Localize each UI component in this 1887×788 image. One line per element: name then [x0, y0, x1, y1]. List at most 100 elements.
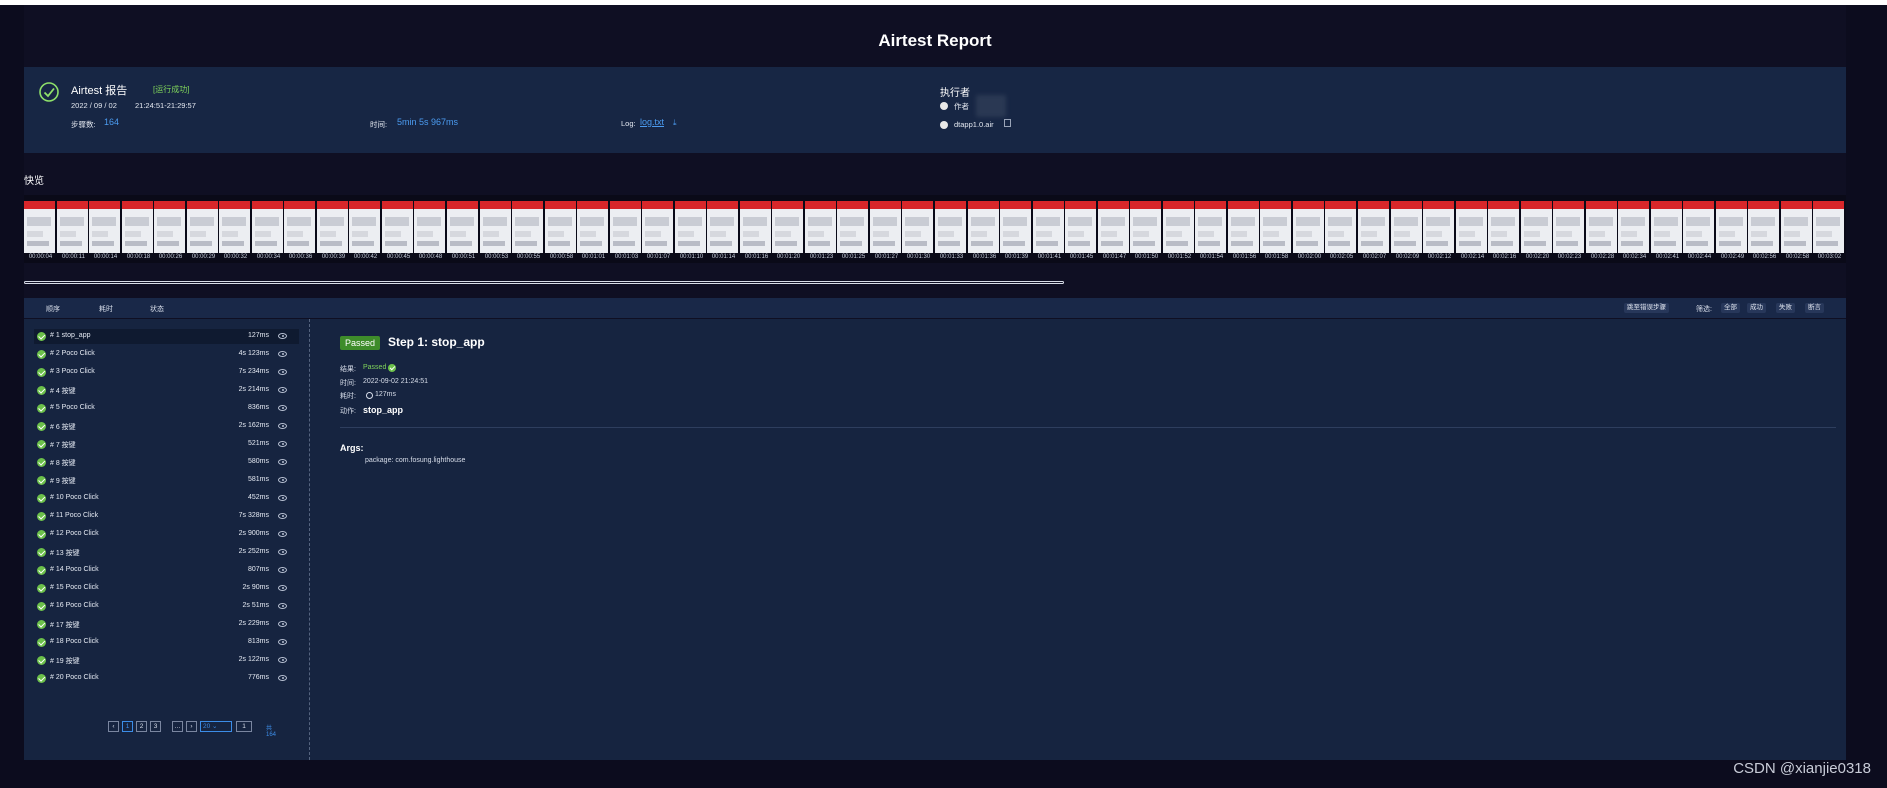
screenshot-thumbnail[interactable] [1521, 201, 1552, 253]
eye-icon[interactable] [278, 423, 287, 429]
screenshot-thumbnail[interactable] [57, 201, 88, 253]
screenshot-thumbnail[interactable] [1748, 201, 1779, 253]
screenshot-thumbnail[interactable] [1228, 201, 1259, 253]
step-row[interactable]: # 14 Poco Click 807ms [34, 563, 299, 578]
step-row[interactable]: # 13 按键 2s 252ms [34, 545, 299, 560]
strip-scrollbar[interactable] [24, 281, 1064, 284]
screenshot-thumbnail[interactable] [740, 201, 771, 253]
screenshot-thumbnail[interactable] [545, 201, 576, 253]
screenshot-thumbnail[interactable] [1618, 201, 1649, 253]
step-row[interactable]: # 2 Poco Click 4s 123ms [34, 347, 299, 362]
step-row[interactable]: # 18 Poco Click 813ms [34, 635, 299, 650]
eye-icon[interactable] [278, 531, 287, 537]
screenshot-thumbnail[interactable] [284, 201, 315, 253]
screenshot-thumbnail[interactable] [512, 201, 543, 253]
screenshot-thumbnail[interactable] [414, 201, 445, 253]
screenshot-thumbnail[interactable] [707, 201, 738, 253]
more-pages-button[interactable]: … [172, 721, 183, 732]
screenshot-thumbnail[interactable] [1423, 201, 1454, 253]
screenshot-thumbnail[interactable] [1651, 201, 1682, 253]
prev-page-button[interactable]: ‹ [108, 721, 119, 732]
eye-icon[interactable] [278, 513, 287, 519]
step-row[interactable]: # 16 Poco Click 2s 51ms [34, 599, 299, 614]
screenshot-thumbnail[interactable] [1000, 201, 1031, 253]
screenshot-thumbnail[interactable] [1553, 201, 1584, 253]
screenshot-thumbnail[interactable] [1325, 201, 1356, 253]
screenshot-thumbnail[interactable] [1488, 201, 1519, 253]
screenshot-thumbnail[interactable] [89, 201, 120, 253]
eye-icon[interactable] [278, 459, 287, 465]
step-row[interactable]: # 7 按键 521ms [34, 437, 299, 452]
eye-icon[interactable] [278, 369, 287, 375]
eye-icon[interactable] [278, 441, 287, 447]
filter-fail[interactable]: 失败 [1776, 303, 1795, 313]
eye-icon[interactable] [278, 675, 287, 681]
screenshot-thumbnail[interactable] [1683, 201, 1714, 253]
screenshot-thumbnail[interactable] [772, 201, 803, 253]
screenshot-thumbnail[interactable] [935, 201, 966, 253]
jump-error-button[interactable]: 跳至错误步骤 [1624, 303, 1669, 313]
screenshot-thumbnail[interactable] [675, 201, 706, 253]
eye-icon[interactable] [278, 549, 287, 555]
eye-icon[interactable] [278, 405, 287, 411]
screenshot-thumbnail[interactable] [154, 201, 185, 253]
download-icon[interactable]: ⤓ [673, 118, 677, 127]
copy-icon[interactable] [1004, 119, 1011, 127]
screenshot-thumbnail[interactable] [968, 201, 999, 253]
page-2-button[interactable]: 2 [136, 721, 147, 732]
eye-icon[interactable] [278, 639, 287, 645]
page-jump-input[interactable]: 1 [236, 721, 252, 732]
step-row[interactable]: # 8 按键 580ms [34, 455, 299, 470]
eye-icon[interactable] [278, 621, 287, 627]
thumbnail-strip[interactable]: 00:00:04 00:00:11 00:00:14 00:00:18 00:00:26… [24, 195, 1846, 263]
eye-icon[interactable] [278, 567, 287, 573]
screenshot-thumbnail[interactable] [1293, 201, 1324, 253]
eye-icon[interactable] [278, 333, 287, 339]
step-row[interactable]: # 6 按键 2s 162ms [34, 419, 299, 434]
eye-icon[interactable] [278, 351, 287, 357]
screenshot-thumbnail[interactable] [837, 201, 868, 253]
screenshot-thumbnail[interactable] [317, 201, 348, 253]
screenshot-thumbnail[interactable] [447, 201, 478, 253]
eye-icon[interactable] [278, 495, 287, 501]
screenshot-thumbnail[interactable] [1586, 201, 1617, 253]
screenshot-thumbnail[interactable] [1358, 201, 1389, 253]
page-3-button[interactable]: 3 [150, 721, 161, 732]
screenshot-thumbnail[interactable] [1260, 201, 1291, 253]
screenshot-thumbnail[interactable] [1195, 201, 1226, 253]
tab-status[interactable]: 状态 [150, 306, 164, 313]
screenshot-thumbnail[interactable] [1813, 201, 1844, 253]
tab-duration[interactable]: 耗时 [99, 306, 113, 313]
step-row[interactable]: # 17 按键 2s 229ms [34, 617, 299, 632]
eye-icon[interactable] [278, 387, 287, 393]
screenshot-thumbnail[interactable] [252, 201, 283, 253]
screenshot-thumbnail[interactable] [1033, 201, 1064, 253]
step-row[interactable]: # 10 Poco Click 452ms [34, 491, 299, 506]
screenshot-thumbnail[interactable] [382, 201, 413, 253]
eye-icon[interactable] [278, 477, 287, 483]
page-1-button[interactable]: 1 [122, 721, 133, 732]
log-link[interactable]: log.txt [640, 117, 665, 127]
tab-order[interactable]: 顺序 [46, 306, 60, 313]
screenshot-thumbnail[interactable] [1130, 201, 1161, 253]
screenshot-thumbnail[interactable] [122, 201, 153, 253]
screenshot-thumbnail[interactable] [1065, 201, 1096, 253]
step-row[interactable]: # 11 Poco Click 7s 328ms [34, 509, 299, 524]
screenshot-thumbnail[interactable] [1716, 201, 1747, 253]
step-row[interactable]: # 5 Poco Click 836ms [34, 401, 299, 416]
screenshot-thumbnail[interactable] [24, 201, 55, 253]
step-row[interactable]: # 12 Poco Click 2s 900ms [34, 527, 299, 542]
screenshot-thumbnail[interactable] [642, 201, 673, 253]
screenshot-thumbnail[interactable] [805, 201, 836, 253]
filter-assert[interactable]: 断言 [1805, 303, 1824, 313]
eye-icon[interactable] [278, 603, 287, 609]
screenshot-thumbnail[interactable] [577, 201, 608, 253]
step-row[interactable]: # 1 stop_app 127ms [34, 329, 299, 344]
screenshot-thumbnail[interactable] [480, 201, 511, 253]
eye-icon[interactable] [278, 585, 287, 591]
next-page-button[interactable]: › [186, 721, 197, 732]
step-row[interactable]: # 15 Poco Click 2s 90ms [34, 581, 299, 596]
step-row[interactable]: # 9 按键 581ms [34, 473, 299, 488]
eye-icon[interactable] [278, 657, 287, 663]
filter-all[interactable]: 全部 [1721, 303, 1740, 313]
